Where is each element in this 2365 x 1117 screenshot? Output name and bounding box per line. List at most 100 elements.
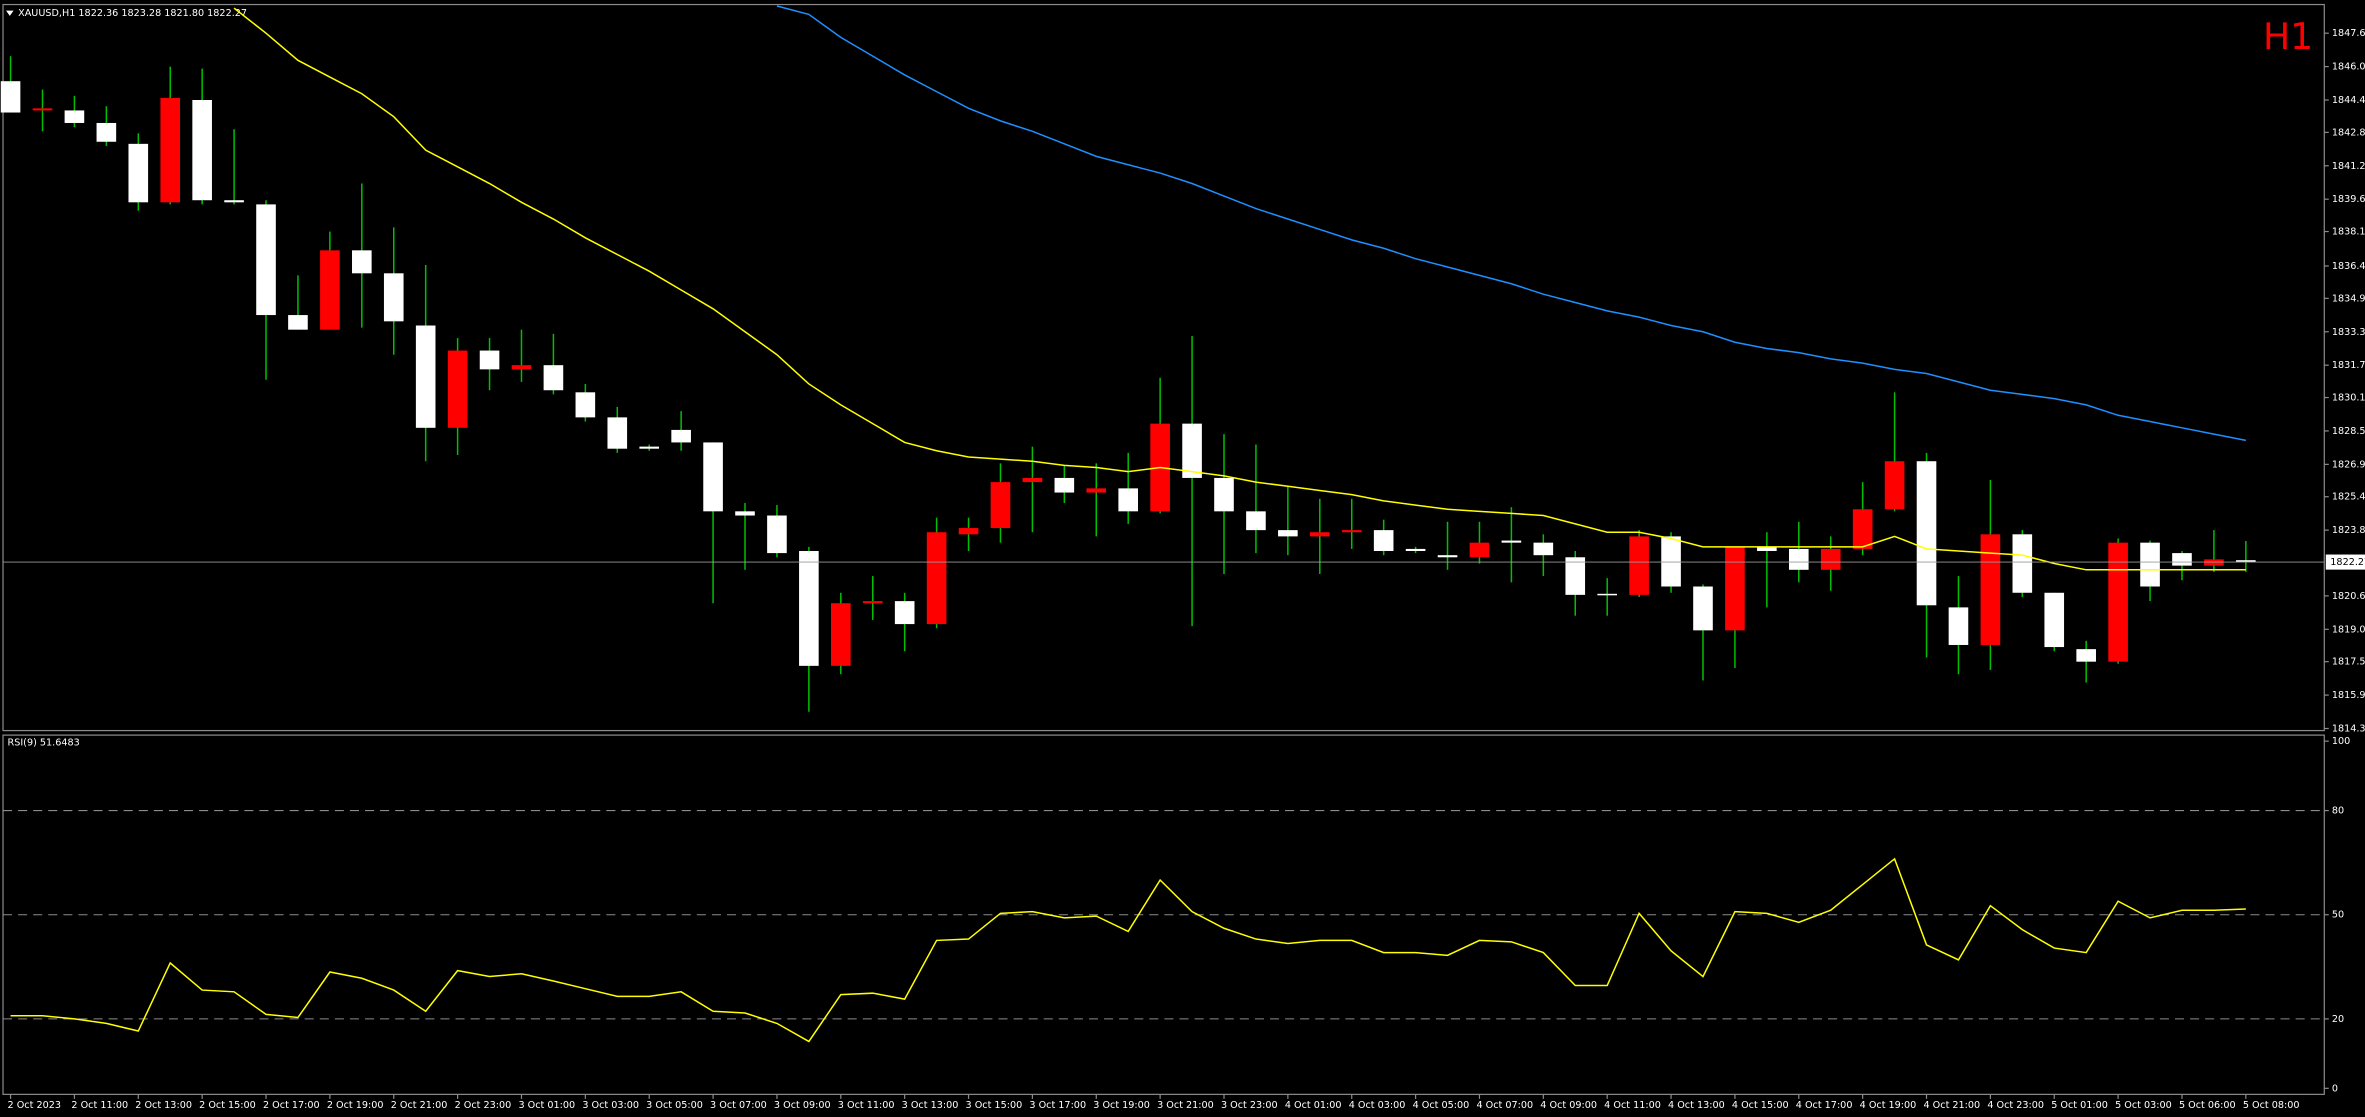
candle-body <box>767 515 787 554</box>
x-tick-label: 3 Oct 13:00 <box>902 1100 959 1111</box>
candle-body <box>1788 548 1809 570</box>
candle-body <box>990 482 1011 529</box>
candle-body <box>1629 536 1649 595</box>
candle-body <box>511 365 532 370</box>
x-tick-label: 2 Oct 17:00 <box>263 1100 320 1111</box>
candle-body <box>1118 488 1139 512</box>
x-tick-label: 3 Oct 01:00 <box>518 1100 575 1111</box>
candle-body <box>1086 488 1107 493</box>
candle-body <box>2172 553 2192 566</box>
candle-body <box>735 511 755 516</box>
candle-body <box>926 532 947 625</box>
candle-body <box>2140 542 2160 587</box>
candle-body <box>1182 423 1202 478</box>
y-tick-label: 1833.30 <box>2332 327 2365 338</box>
candle-body <box>1309 532 1330 537</box>
candle-body <box>1469 542 1490 558</box>
candle-body <box>479 350 500 370</box>
candle-body <box>1278 530 1298 537</box>
y-tick-label: 1847.60 <box>2332 28 2365 39</box>
x-tick-label: 4 Oct 07:00 <box>1476 1100 1533 1111</box>
x-tick-label: 4 Oct 17:00 <box>1796 1100 1853 1111</box>
x-tick-label: 3 Oct 09:00 <box>774 1100 831 1111</box>
y-tick-label: 0 <box>2332 1083 2338 1094</box>
x-tick-label: 4 Oct 23:00 <box>1987 1100 2044 1111</box>
candle-body <box>64 110 85 123</box>
indicator-line <box>776 5 2246 442</box>
y-tick-label: 1814.30 <box>2332 723 2365 734</box>
x-tick-label: 4 Oct 13:00 <box>1668 1100 1725 1111</box>
y-tick-label: 1819.05 <box>2332 624 2365 635</box>
candle-body <box>799 551 819 666</box>
x-tick-label: 2 Oct 19:00 <box>327 1100 384 1111</box>
candle-body <box>958 528 979 535</box>
candle-body <box>224 200 244 203</box>
y-tick-label: 50 <box>2332 910 2344 921</box>
price-label: 1822.27 <box>2330 557 2365 568</box>
candle-body <box>2076 649 2096 662</box>
candle-body <box>894 601 915 625</box>
y-tick-label: 1838.10 <box>2332 227 2365 238</box>
candle-body <box>1373 530 1394 552</box>
candle-body <box>447 350 468 428</box>
candle-body <box>1661 536 1681 587</box>
candle-body <box>2108 542 2128 662</box>
candle-body <box>192 99 212 201</box>
x-tick-label: 4 Oct 15:00 <box>1732 1100 1789 1111</box>
x-tick-label: 3 Oct 07:00 <box>710 1100 767 1111</box>
candle-body <box>671 429 691 443</box>
y-tick-label: 1839.65 <box>2332 194 2365 205</box>
candle-body <box>160 97 181 203</box>
candle-body <box>1980 534 2001 645</box>
x-tick-label: 3 Oct 03:00 <box>582 1100 639 1111</box>
candle-body <box>1884 461 1905 510</box>
x-tick-label: 5 Oct 01:00 <box>2051 1100 2108 1111</box>
candle-body <box>1341 530 1362 533</box>
x-tick-label: 5 Oct 08:00 <box>2243 1100 2300 1111</box>
candle-body <box>1565 557 1586 595</box>
x-tick-label: 4 Oct 21:00 <box>1924 1100 1981 1111</box>
y-tick-label: 1841.25 <box>2332 161 2365 172</box>
y-tick-label: 1836.45 <box>2332 261 2365 272</box>
x-tick-label: 2 Oct 21:00 <box>391 1100 448 1111</box>
candle-body <box>352 250 372 274</box>
candle-body <box>1852 509 1873 549</box>
x-tick-label: 4 Oct 05:00 <box>1413 1100 1470 1111</box>
timeframe-label: H1 <box>2263 15 2313 58</box>
x-tick-label: 3 Oct 05:00 <box>646 1100 703 1111</box>
y-tick-label: 100 <box>2332 736 2350 747</box>
candle-body <box>1533 542 1554 556</box>
x-tick-label: 3 Oct 23:00 <box>1221 1100 1278 1111</box>
indicator-line <box>10 857 2246 1043</box>
candle-body <box>1916 461 1937 606</box>
x-tick-label: 3 Oct 19:00 <box>1093 1100 1150 1111</box>
x-tick-label: 3 Oct 21:00 <box>1157 1100 1214 1111</box>
candle-body <box>0 81 21 113</box>
x-tick-label: 3 Oct 15:00 <box>966 1100 1023 1111</box>
y-tick-label: 20 <box>2332 1014 2344 1025</box>
y-tick-label: 1844.40 <box>2332 95 2365 106</box>
y-tick-label: 1831.70 <box>2332 360 2365 371</box>
x-tick-label: 3 Oct 17:00 <box>1029 1100 1086 1111</box>
y-tick-label: 1825.40 <box>2332 492 2365 503</box>
x-tick-label: 2 Oct 13:00 <box>135 1100 192 1111</box>
y-tick-label: 1828.55 <box>2332 426 2365 437</box>
y-tick-label: 1834.90 <box>2332 293 2365 304</box>
x-tick-label: 2 Oct 2023 <box>8 1100 61 1111</box>
candle-body <box>128 143 149 203</box>
candle-body <box>575 392 596 418</box>
candle-body <box>1725 546 1745 631</box>
candle-body <box>703 442 723 512</box>
candle-body <box>1597 593 1617 596</box>
x-tick-label: 5 Oct 06:00 <box>2179 1100 2236 1111</box>
y-tick-label: 1846.00 <box>2332 62 2365 73</box>
symbol-menu-arrow <box>6 10 14 16</box>
candle-body <box>2044 592 2065 648</box>
y-tick-label: 1820.65 <box>2332 591 2365 602</box>
candle-body <box>96 122 117 142</box>
candle-body <box>383 273 404 322</box>
x-tick-label: 4 Oct 09:00 <box>1540 1100 1597 1111</box>
